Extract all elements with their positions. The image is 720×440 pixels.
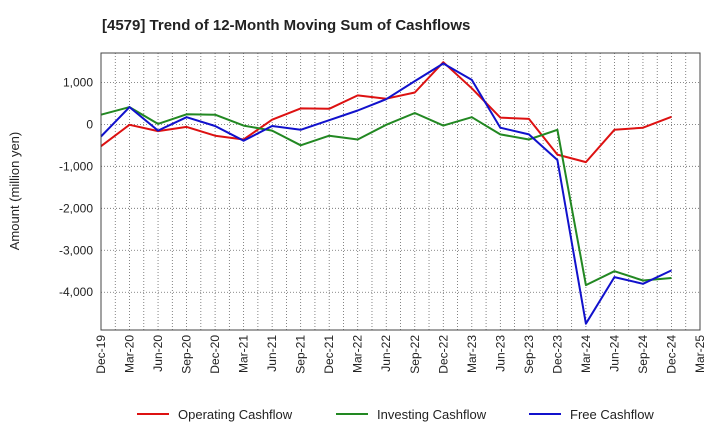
- x-tick-label: Jun-20: [151, 335, 165, 372]
- plot-frame: [100, 52, 701, 331]
- grid: [100, 53, 701, 330]
- y-axis-label: Amount (million yen): [7, 132, 22, 251]
- legend-label-operating-cashflow: Operating Cashflow: [178, 407, 293, 422]
- legend-label-investing-cashflow: Investing Cashflow: [377, 407, 487, 422]
- x-tick-label: Jun-22: [379, 335, 393, 372]
- x-axis: Dec-19 Mar-20 Jun-20 Sep-20 Dec-20 Mar-21 Jun-…: [94, 335, 707, 374]
- x-tick-label: Jun-23: [493, 335, 507, 372]
- legend-label-free-cashflow: Free Cashflow: [570, 407, 654, 422]
- x-tick-label: Mar-21: [237, 335, 251, 373]
- y-axis: 1,000 0 -1,000 -2,000 -3,000 -4,000: [59, 75, 93, 299]
- y-tick-label: 1,000: [63, 75, 93, 89]
- y-tick-label: -2,000: [59, 201, 93, 215]
- y-tick-label: -3,000: [59, 243, 93, 257]
- x-tick-label: Sep-24: [636, 335, 650, 374]
- series-line-free-cashflow: [100, 62, 672, 325]
- x-tick-label: Sep-20: [180, 335, 194, 374]
- x-tick-label: Sep-21: [294, 335, 308, 374]
- x-tick-label: Mar-24: [579, 335, 593, 373]
- x-tick-label: Dec-19: [94, 335, 108, 374]
- chart-title: [4579] Trend of 12-Month Moving Sum of C…: [102, 17, 470, 34]
- x-tick-label: Dec-23: [550, 335, 564, 374]
- x-tick-label: Jun-24: [607, 335, 621, 372]
- x-tick-label: Sep-22: [408, 335, 422, 374]
- x-tick-label: Sep-23: [522, 335, 536, 374]
- series-line-investing-cashflow: [100, 106, 672, 287]
- x-tick-label: Dec-21: [322, 335, 336, 374]
- x-tick-label: Dec-22: [436, 335, 450, 374]
- series-lines: [100, 61, 672, 325]
- x-tick-label: Mar-23: [465, 335, 479, 373]
- x-tick-label: Jun-21: [265, 335, 279, 372]
- y-tick-label: 0: [86, 117, 93, 131]
- legend: Operating Cashflow Investing Cashflow Free…: [137, 407, 654, 422]
- y-tick-label: -1,000: [59, 159, 93, 173]
- x-tick-label: Mar-20: [123, 335, 137, 373]
- x-tick-label: Mar-25: [693, 335, 707, 373]
- y-tick-label: -4,000: [59, 285, 93, 299]
- x-tick-label: Dec-24: [664, 335, 678, 374]
- x-tick-label: Dec-20: [208, 335, 222, 374]
- x-tick-label: Mar-22: [351, 335, 365, 373]
